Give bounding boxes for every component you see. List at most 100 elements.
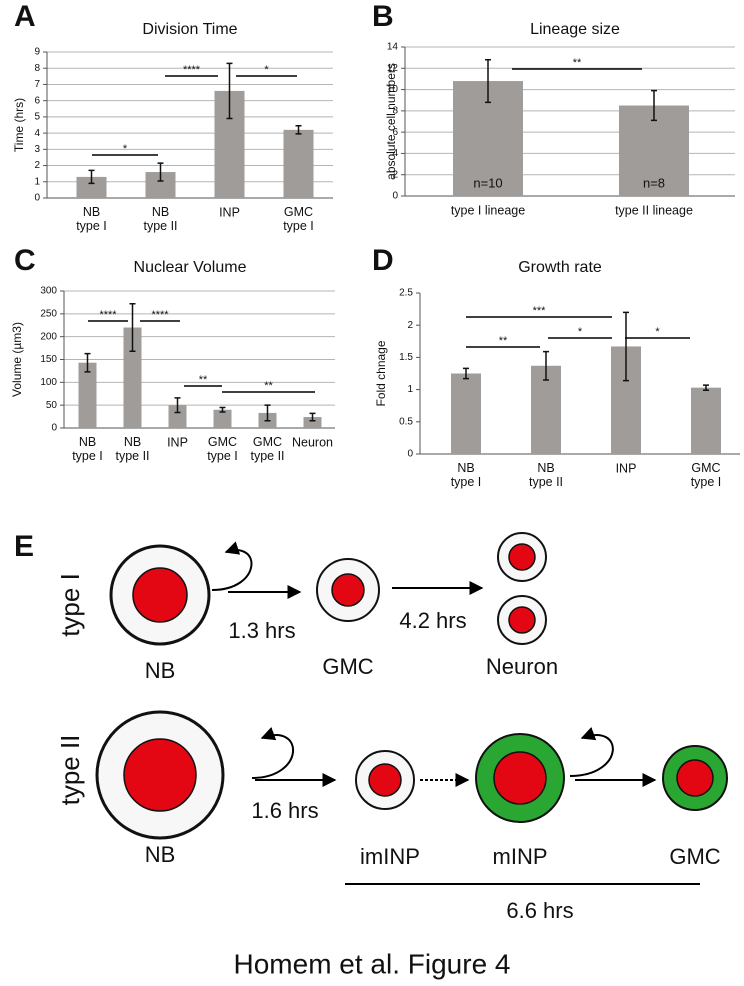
bar — [283, 129, 314, 198]
y-tick-label: 2 — [407, 320, 413, 331]
error-bar — [84, 352, 91, 373]
time-label: 4.2 hrs — [399, 608, 466, 633]
nucleus — [368, 763, 402, 797]
y-tick-label: 100 — [40, 377, 57, 388]
y-axis-label: Volume (µm3) — [10, 322, 24, 397]
y-axis-label: Fold chnage — [374, 340, 388, 406]
y-tick-label: 250 — [40, 308, 57, 319]
x-tick-label: INP — [219, 205, 240, 219]
y-axis-label: absolute cell numbers — [384, 63, 398, 180]
error-bar — [157, 162, 164, 182]
y-tick-label: 0 — [407, 449, 413, 460]
y-tick-label: 150 — [40, 354, 57, 365]
nucleus — [123, 738, 197, 812]
cell-label: NB — [145, 658, 176, 683]
bar — [213, 409, 232, 428]
error-bar — [623, 311, 629, 382]
significance-label: ** — [264, 380, 273, 392]
x-tick-label: NB type I — [451, 461, 482, 489]
error-bar — [219, 406, 226, 413]
time-label: 1.6 hrs — [251, 798, 318, 823]
y-tick-label: 5 — [34, 112, 40, 123]
significance-label: **** — [183, 64, 201, 76]
nucleus — [676, 759, 714, 797]
y-tick-label: 1 — [407, 384, 413, 395]
bar — [168, 405, 187, 428]
error-bar — [264, 404, 271, 422]
y-tick-label: 10 — [387, 84, 399, 95]
error-bar — [226, 62, 233, 120]
cell-label: NB — [145, 842, 176, 867]
x-tick-label: INP — [616, 461, 637, 475]
error-bar — [174, 397, 181, 414]
y-tick-label: 2.5 — [399, 288, 413, 299]
x-tick-label: INP — [167, 435, 188, 449]
bar — [451, 373, 481, 454]
cell-label: GMC — [669, 844, 720, 869]
y-tick-label: 2 — [392, 169, 398, 180]
annotation: n=8 — [643, 175, 665, 190]
total-time: 6.6 hrs — [506, 898, 573, 923]
x-tick-label: NB type II — [143, 205, 177, 233]
error-bar — [485, 59, 491, 104]
error-bar — [309, 412, 316, 422]
bar — [123, 327, 142, 428]
x-tick-label: GMC type I — [283, 205, 314, 233]
y-tick-label: 0.5 — [399, 416, 413, 427]
y-tick-label: 1 — [34, 176, 40, 187]
y-tick-label: 9 — [34, 47, 40, 58]
chart-title: Lineage size — [530, 21, 620, 38]
nucleus — [493, 751, 547, 805]
panel-letter: A — [14, 0, 36, 33]
y-tick-label: 8 — [392, 105, 398, 116]
self-renew-arrow — [569, 727, 614, 777]
y-tick-label: 200 — [40, 331, 57, 342]
x-tick-label: GMC type I — [207, 435, 238, 463]
y-tick-label: 4 — [392, 148, 398, 159]
y-tick-label: 6 — [34, 95, 40, 106]
y-tick-label: 0 — [34, 193, 40, 204]
x-tick-label: NB type I — [72, 435, 103, 463]
cell-label: imINP — [360, 844, 420, 869]
annotation: n=10 — [473, 175, 502, 190]
cell-label: Neuron — [486, 654, 558, 679]
cell-label: mINP — [493, 844, 548, 869]
x-tick-label: GMC type I — [691, 461, 722, 489]
bar — [76, 176, 107, 198]
x-tick-label: NB type II — [115, 435, 149, 463]
y-tick-label: 7 — [34, 79, 40, 90]
x-tick-label: NB type I — [76, 205, 107, 233]
nucleus — [331, 573, 365, 607]
chart-title: Nuclear Volume — [134, 259, 247, 276]
panel-letter: E — [14, 530, 34, 563]
y-tick-label: 0 — [51, 423, 57, 434]
bar — [78, 362, 97, 428]
x-tick-label: GMC type II — [250, 435, 284, 463]
y-tick-label: 14 — [387, 42, 399, 53]
error-bar — [129, 303, 136, 353]
bar — [303, 417, 322, 428]
self-renew-arrow — [211, 541, 253, 591]
nucleus — [508, 543, 536, 571]
nucleus — [508, 606, 536, 634]
error-bar — [543, 350, 549, 381]
y-tick-label: 2 — [34, 160, 40, 171]
significance-label: *** — [533, 305, 547, 317]
x-tick-label: NB type II — [529, 461, 563, 489]
error-bar — [463, 367, 469, 380]
chart-title: Growth rate — [518, 259, 602, 276]
row-label: type II — [55, 735, 85, 806]
x-tick-label: type II lineage — [615, 203, 693, 217]
y-tick-label: 300 — [40, 286, 57, 297]
nucleus — [132, 567, 188, 623]
significance-label: ** — [499, 335, 508, 347]
time-label: 1.3 hrs — [228, 618, 295, 643]
y-tick-label: 6 — [392, 127, 398, 138]
caption: Homem et al. Figure 4 — [234, 948, 511, 979]
y-tick-label: 3 — [34, 144, 40, 155]
significance-label: **** — [151, 309, 169, 321]
significance-label: * — [655, 326, 660, 338]
bar — [691, 387, 721, 454]
